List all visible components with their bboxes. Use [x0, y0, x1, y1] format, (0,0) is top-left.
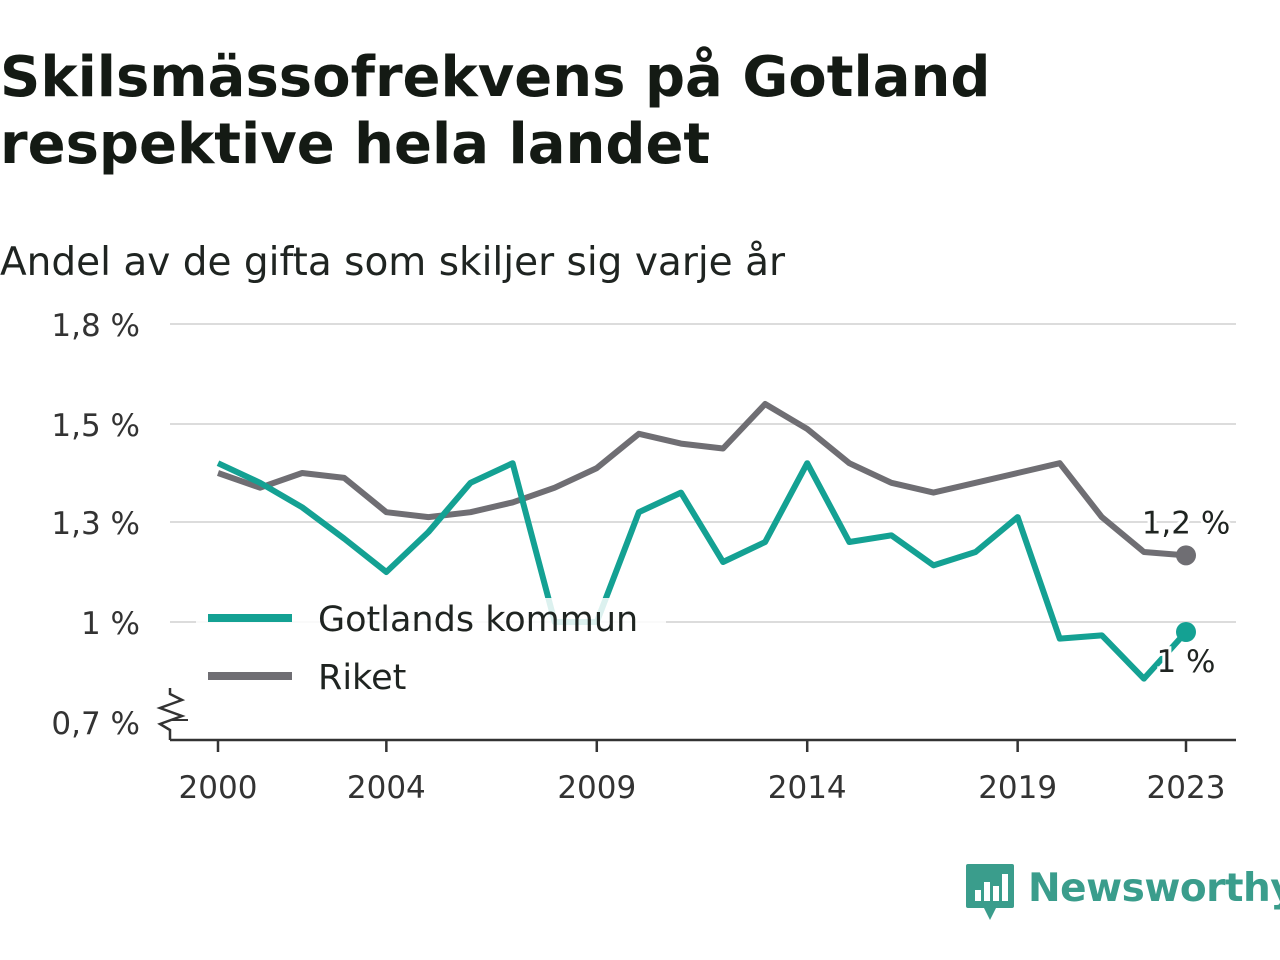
series-line-gotland [216, 460, 1189, 682]
series-line-riket [217, 401, 1187, 559]
y-tick-label: 0,7 % [51, 706, 140, 742]
x-tick-label: 2019 [978, 770, 1057, 806]
y-tick-label: 1,8 % [51, 308, 140, 344]
brand-name: Newsworthy [1028, 866, 1280, 911]
x-tick-label: 2009 [557, 770, 636, 806]
newsworthy-logo-icon [966, 864, 1014, 920]
end-label-riket: 1,2 % [1142, 505, 1231, 541]
axis-break-icon [156, 688, 186, 740]
x-tick-label: 2000 [179, 770, 258, 806]
x-tick-label: 2023 [1147, 770, 1226, 806]
end-point-riket [1176, 545, 1196, 566]
legend-label: Gotlands kommun [318, 600, 638, 640]
legend-label: Riket [318, 658, 406, 698]
end-label-gotland: 1 % [1156, 644, 1215, 680]
chart-title: Skilsmässofrekvens på Gotland respektive… [0, 45, 991, 177]
line-chart: 0,7 % 1 % 1,3 % 1,5 % 1,8 % 2000 2004 2009 2014… [51, 308, 1236, 806]
y-tick-label: 1 % [81, 606, 140, 642]
y-tick-label: 1,3 % [51, 506, 140, 542]
x-tick-label: 2004 [347, 770, 426, 806]
end-point-gotland [1176, 622, 1196, 642]
chart-subtitle: Andel av de gifta som skiljer sig varje … [0, 240, 786, 285]
x-tick-label: 2014 [768, 770, 847, 806]
y-tick-label: 1,5 % [51, 408, 140, 444]
newsworthy-logo: Newsworthy [964, 862, 1280, 924]
